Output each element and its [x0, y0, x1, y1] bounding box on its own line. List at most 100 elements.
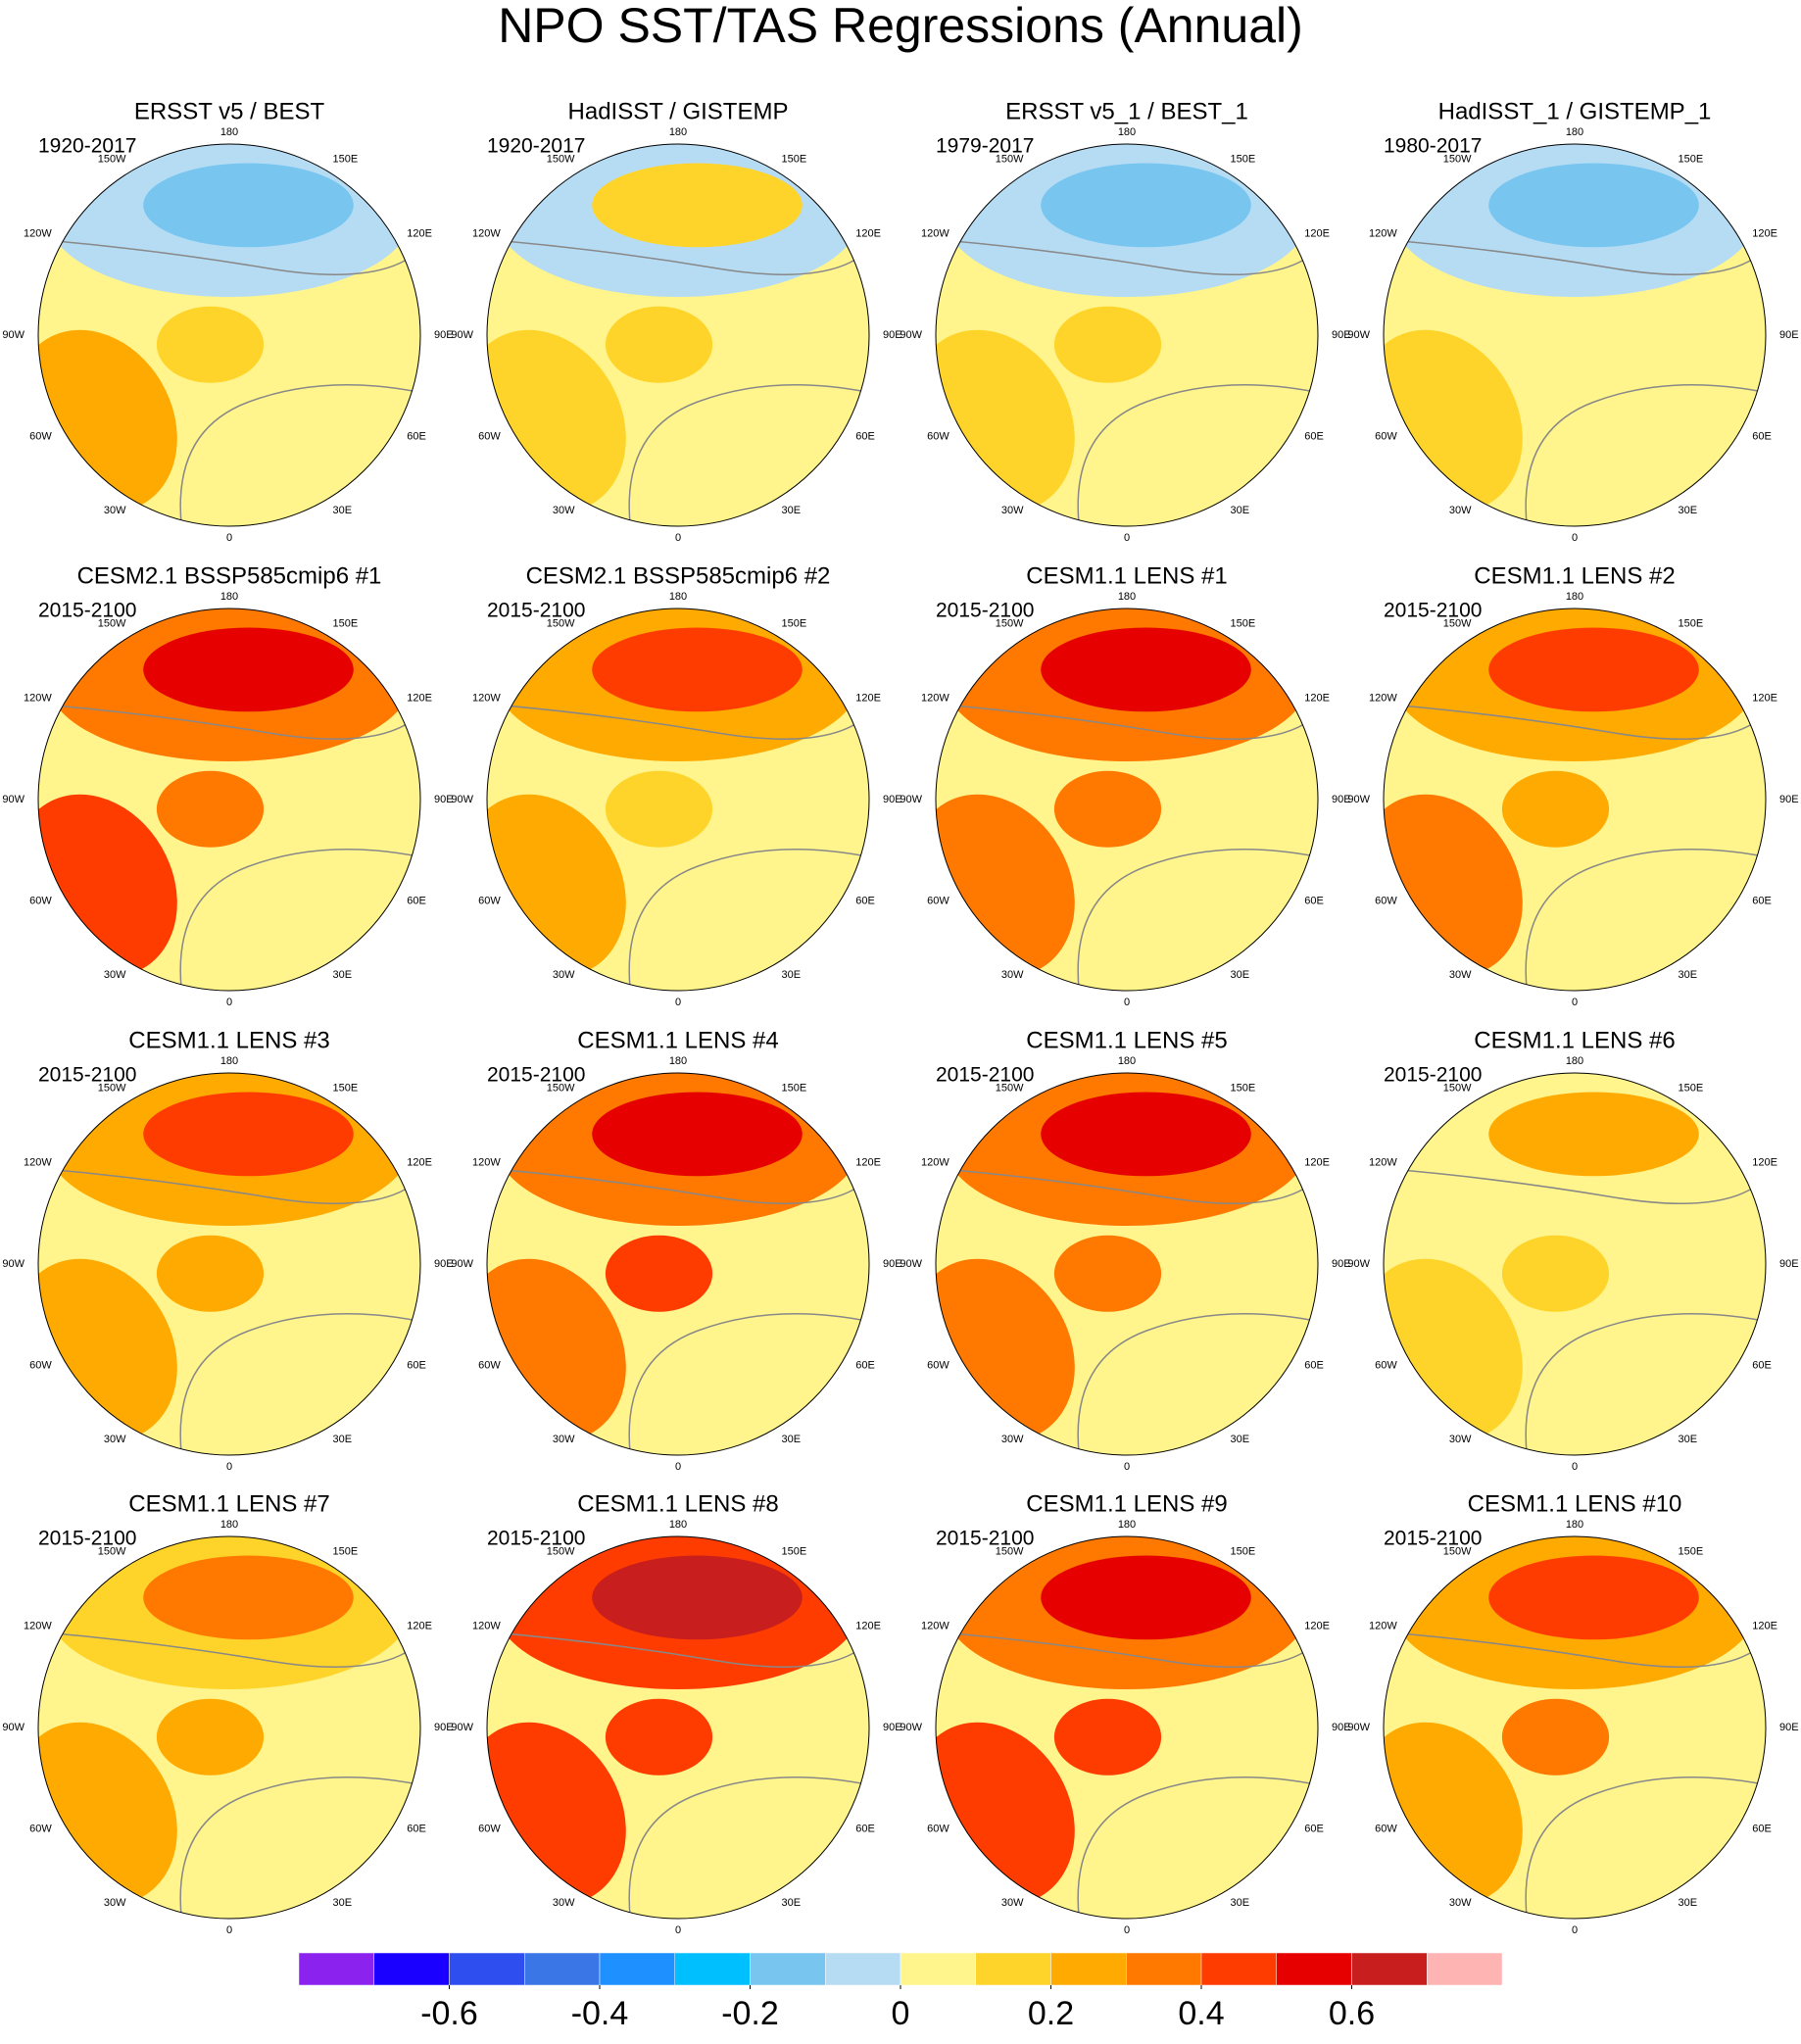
map-panel: CESM1.1 LENS #2 2015-2100 180 150E 120E 90E 60…	[1347, 562, 1798, 1008]
colorbar-tick-label: -0.4	[571, 1995, 629, 2032]
longitude-label: 150E	[1679, 618, 1704, 630]
longitude-label: 120W	[1369, 1156, 1397, 1168]
longitude-label: 90E	[883, 1722, 902, 1733]
longitude-label: 150W	[996, 1083, 1024, 1095]
map-border	[1383, 608, 1767, 992]
map-border	[37, 1072, 421, 1456]
longitude-label: 90W	[2, 794, 24, 805]
longitude-label: 90E	[1332, 1722, 1351, 1733]
longitude-label: 180	[1566, 126, 1583, 138]
longitude-label: 60E	[1752, 430, 1772, 442]
map	[936, 608, 1318, 991]
map	[38, 1536, 420, 1919]
longitude-label: 30W	[104, 505, 126, 516]
longitude-label: 120E	[855, 227, 881, 239]
longitude-label: 0	[1572, 1924, 1578, 1936]
longitude-label: 60W	[29, 430, 52, 442]
coastline	[1077, 1312, 1318, 1455]
panel-period: 1920-2017	[487, 135, 585, 158]
map-panel: CESM1.1 LENS #10 2015-2100 180 150E 120E 90E 6…	[1347, 1490, 1798, 1936]
panel-period: 2015-2100	[936, 1064, 1034, 1087]
colorbar-box	[1126, 1952, 1202, 1986]
pacific-anomaly	[1488, 1092, 1699, 1177]
longitude-label: 150E	[782, 1083, 807, 1095]
longitude-label: 120W	[24, 1620, 52, 1631]
longitude-label: 90E	[1332, 794, 1351, 805]
longitude-label: 0	[1124, 1924, 1130, 1936]
map-border	[486, 143, 870, 527]
longitude-label: 150E	[333, 1546, 359, 1558]
longitude-label: 60W	[478, 430, 501, 442]
longitude-label: 60W	[927, 1359, 949, 1371]
longitude-label: 30W	[553, 1897, 575, 1909]
longitude-label: 30W	[1001, 1434, 1024, 1445]
colorbar-tick-label: 0.6	[1329, 1995, 1375, 2032]
arctic-anomaly	[605, 1235, 713, 1312]
map	[936, 1536, 1318, 1919]
longitude-label: 90E	[883, 1258, 902, 1270]
longitude-label: 150E	[333, 154, 359, 166]
longitude-label: 120E	[1304, 1620, 1330, 1631]
arctic-anomaly	[1053, 306, 1162, 383]
panel-period: 2015-2100	[38, 600, 136, 622]
coastline	[487, 1167, 869, 1204]
panel-title: CESM1.1 LENS #8	[577, 1490, 778, 1517]
colorbar-box	[900, 1952, 976, 1986]
longitude-label: 120E	[407, 1620, 432, 1631]
map-panel: CESM1.1 LENS #3 2015-2100 180 150E 120E 90E 60…	[2, 1027, 453, 1473]
colorbar-box	[1200, 1952, 1277, 1986]
coastline	[628, 848, 869, 991]
longitude-label: 90W	[451, 1722, 473, 1733]
coastline	[1525, 1776, 1766, 1919]
longitude-label: 120W	[1369, 1620, 1397, 1631]
panel-title: CESM1.1 LENS #9	[1026, 1490, 1227, 1517]
longitude-label: 60W	[29, 895, 52, 906]
colorbar-box	[524, 1952, 601, 1986]
map-border	[935, 1535, 1319, 1920]
longitude-label: 30E	[1231, 1434, 1250, 1445]
panel-title: CESM2.1 BSSP585cmip6 #1	[77, 562, 382, 589]
longitude-label: 120E	[855, 1620, 881, 1631]
longitude-label: 150W	[1443, 618, 1472, 630]
colorbar-box	[1427, 1952, 1503, 1986]
longitude-label: 0	[675, 1461, 681, 1473]
coastline	[1384, 1630, 1766, 1668]
longitude-label: 90E	[883, 329, 902, 341]
longitude-label: 90W	[1347, 1258, 1370, 1270]
coastline	[179, 848, 420, 991]
map-panel: CESM1.1 LENS #6 2015-2100 180 150E 120E 90E 60…	[1347, 1027, 1798, 1473]
arctic-anomaly	[1501, 1235, 1610, 1312]
longitude-label: 30E	[782, 1897, 802, 1909]
longitude-label: 30W	[104, 969, 126, 981]
longitude-label: 90E	[434, 794, 454, 805]
coastline	[38, 238, 420, 275]
longitude-label: 180	[669, 126, 687, 138]
panel-period: 1980-2017	[1384, 135, 1482, 158]
panel-title: CESM1.1 LENS #10	[1468, 1490, 1682, 1517]
pacific-anomaly	[1488, 627, 1699, 712]
longitude-label: 0	[226, 997, 232, 1008]
longitude-label: 0	[1124, 1461, 1130, 1473]
longitude-label: 150W	[98, 618, 126, 630]
longitude-label: 180	[1118, 126, 1136, 138]
longitude-label: 150E	[782, 1546, 807, 1558]
pacific-anomaly	[1488, 163, 1699, 248]
map	[38, 144, 420, 526]
longitude-label: 60E	[1304, 430, 1324, 442]
longitude-label: 180	[220, 591, 238, 603]
longitude-label: 150E	[1679, 1546, 1704, 1558]
longitude-label: 0	[226, 532, 232, 544]
longitude-label: 60W	[1375, 430, 1397, 442]
map	[38, 608, 420, 991]
colorbar-box	[599, 1952, 675, 1986]
pacific-anomaly	[1041, 1555, 1251, 1640]
longitude-label: 90E	[1332, 1258, 1351, 1270]
longitude-label: 150E	[1231, 154, 1256, 166]
map	[487, 1073, 869, 1455]
longitude-label: 30E	[1231, 969, 1250, 981]
longitude-label: 60W	[927, 430, 949, 442]
longitude-label: 150W	[98, 1083, 126, 1095]
longitude-label: 60E	[1304, 1823, 1324, 1834]
pacific-anomaly	[143, 627, 354, 712]
panel-period: 2015-2100	[487, 1528, 585, 1550]
